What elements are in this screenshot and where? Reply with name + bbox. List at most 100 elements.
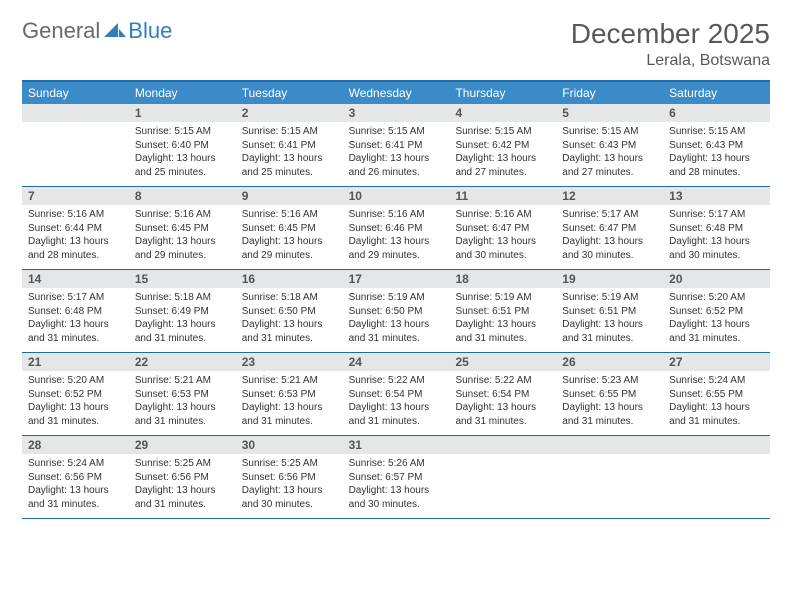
day-of-week-cell: Sunday: [22, 82, 129, 104]
day-cell: [22, 104, 129, 186]
day-body: Sunrise: 5:24 AMSunset: 6:56 PMDaylight:…: [22, 454, 129, 516]
sunset-line: Sunset: 6:56 PM: [135, 471, 230, 485]
sunrise-line: Sunrise: 5:16 AM: [28, 208, 123, 222]
day-number: 30: [236, 436, 343, 454]
day-of-week-cell: Friday: [556, 82, 663, 104]
day-body: [449, 454, 556, 462]
day-cell: 1Sunrise: 5:15 AMSunset: 6:40 PMDaylight…: [129, 104, 236, 186]
sunset-line: Sunset: 6:52 PM: [669, 305, 764, 319]
sunset-line: Sunset: 6:52 PM: [28, 388, 123, 402]
sunrise-line: Sunrise: 5:25 AM: [242, 457, 337, 471]
logo-text-blue: Blue: [128, 18, 172, 44]
day-number: 10: [343, 187, 450, 205]
week-row: 1Sunrise: 5:15 AMSunset: 6:40 PMDaylight…: [22, 104, 770, 187]
sunrise-line: Sunrise: 5:17 AM: [669, 208, 764, 222]
day-number: 17: [343, 270, 450, 288]
day-body: Sunrise: 5:15 AMSunset: 6:41 PMDaylight:…: [236, 122, 343, 184]
day-cell: 29Sunrise: 5:25 AMSunset: 6:56 PMDayligh…: [129, 436, 236, 518]
daylight-line: Daylight: 13 hours and 30 minutes.: [669, 235, 764, 262]
day-body: Sunrise: 5:15 AMSunset: 6:43 PMDaylight:…: [663, 122, 770, 184]
sunrise-line: Sunrise: 5:17 AM: [28, 291, 123, 305]
day-body: Sunrise: 5:16 AMSunset: 6:45 PMDaylight:…: [129, 205, 236, 267]
daylight-line: Daylight: 13 hours and 31 minutes.: [135, 484, 230, 511]
week-row: 21Sunrise: 5:20 AMSunset: 6:52 PMDayligh…: [22, 353, 770, 436]
day-body: Sunrise: 5:15 AMSunset: 6:41 PMDaylight:…: [343, 122, 450, 184]
day-number: 21: [22, 353, 129, 371]
day-cell: 2Sunrise: 5:15 AMSunset: 6:41 PMDaylight…: [236, 104, 343, 186]
day-number: 23: [236, 353, 343, 371]
daylight-line: Daylight: 13 hours and 28 minutes.: [28, 235, 123, 262]
daylight-line: Daylight: 13 hours and 28 minutes.: [669, 152, 764, 179]
day-cell: 20Sunrise: 5:20 AMSunset: 6:52 PMDayligh…: [663, 270, 770, 352]
day-of-week-cell: Tuesday: [236, 82, 343, 104]
day-of-week-cell: Thursday: [449, 82, 556, 104]
day-body: Sunrise: 5:23 AMSunset: 6:55 PMDaylight:…: [556, 371, 663, 433]
day-number: 29: [129, 436, 236, 454]
day-number: 27: [663, 353, 770, 371]
sunrise-line: Sunrise: 5:18 AM: [135, 291, 230, 305]
day-body: Sunrise: 5:22 AMSunset: 6:54 PMDaylight:…: [449, 371, 556, 433]
sunset-line: Sunset: 6:54 PM: [349, 388, 444, 402]
daylight-line: Daylight: 13 hours and 31 minutes.: [455, 401, 550, 428]
day-cell: 16Sunrise: 5:18 AMSunset: 6:50 PMDayligh…: [236, 270, 343, 352]
day-number: 4: [449, 104, 556, 122]
day-cell: [663, 436, 770, 518]
day-body: Sunrise: 5:15 AMSunset: 6:43 PMDaylight:…: [556, 122, 663, 184]
sunrise-line: Sunrise: 5:16 AM: [349, 208, 444, 222]
sunset-line: Sunset: 6:50 PM: [349, 305, 444, 319]
sunset-line: Sunset: 6:49 PM: [135, 305, 230, 319]
daylight-line: Daylight: 13 hours and 31 minutes.: [669, 318, 764, 345]
day-body: [22, 122, 129, 130]
sunrise-line: Sunrise: 5:23 AM: [562, 374, 657, 388]
day-cell: 7Sunrise: 5:16 AMSunset: 6:44 PMDaylight…: [22, 187, 129, 269]
daylight-line: Daylight: 13 hours and 31 minutes.: [562, 318, 657, 345]
sunset-line: Sunset: 6:41 PM: [349, 139, 444, 153]
day-body: Sunrise: 5:16 AMSunset: 6:46 PMDaylight:…: [343, 205, 450, 267]
day-cell: 10Sunrise: 5:16 AMSunset: 6:46 PMDayligh…: [343, 187, 450, 269]
day-body: Sunrise: 5:16 AMSunset: 6:44 PMDaylight:…: [22, 205, 129, 267]
day-body: [556, 454, 663, 462]
day-body: [663, 454, 770, 462]
day-number: 6: [663, 104, 770, 122]
sunset-line: Sunset: 6:45 PM: [242, 222, 337, 236]
daylight-line: Daylight: 13 hours and 29 minutes.: [242, 235, 337, 262]
daylight-line: Daylight: 13 hours and 31 minutes.: [28, 318, 123, 345]
sunset-line: Sunset: 6:47 PM: [455, 222, 550, 236]
day-body: Sunrise: 5:15 AMSunset: 6:40 PMDaylight:…: [129, 122, 236, 184]
day-number: 18: [449, 270, 556, 288]
sunrise-line: Sunrise: 5:15 AM: [242, 125, 337, 139]
daylight-line: Daylight: 13 hours and 31 minutes.: [455, 318, 550, 345]
daylight-line: Daylight: 13 hours and 30 minutes.: [242, 484, 337, 511]
daylight-line: Daylight: 13 hours and 25 minutes.: [242, 152, 337, 179]
location-label: Lerala, Botswana: [571, 52, 770, 70]
day-of-week-row: SundayMondayTuesdayWednesdayThursdayFrid…: [22, 82, 770, 104]
sunrise-line: Sunrise: 5:22 AM: [349, 374, 444, 388]
sunrise-line: Sunrise: 5:16 AM: [242, 208, 337, 222]
sunset-line: Sunset: 6:51 PM: [455, 305, 550, 319]
month-title: December 2025: [571, 18, 770, 50]
day-of-week-cell: Wednesday: [343, 82, 450, 104]
sunset-line: Sunset: 6:44 PM: [28, 222, 123, 236]
day-number: 2: [236, 104, 343, 122]
day-cell: 3Sunrise: 5:15 AMSunset: 6:41 PMDaylight…: [343, 104, 450, 186]
day-cell: 13Sunrise: 5:17 AMSunset: 6:48 PMDayligh…: [663, 187, 770, 269]
day-body: Sunrise: 5:22 AMSunset: 6:54 PMDaylight:…: [343, 371, 450, 433]
day-number: 24: [343, 353, 450, 371]
daylight-line: Daylight: 13 hours and 30 minutes.: [349, 484, 444, 511]
sunrise-line: Sunrise: 5:20 AM: [669, 291, 764, 305]
day-number: 1: [129, 104, 236, 122]
sunrise-line: Sunrise: 5:15 AM: [455, 125, 550, 139]
day-body: Sunrise: 5:21 AMSunset: 6:53 PMDaylight:…: [236, 371, 343, 433]
sunrise-line: Sunrise: 5:15 AM: [135, 125, 230, 139]
daylight-line: Daylight: 13 hours and 31 minutes.: [349, 401, 444, 428]
day-number: 19: [556, 270, 663, 288]
sunrise-line: Sunrise: 5:15 AM: [562, 125, 657, 139]
sunset-line: Sunset: 6:42 PM: [455, 139, 550, 153]
day-number: 22: [129, 353, 236, 371]
day-of-week-cell: Saturday: [663, 82, 770, 104]
sunset-line: Sunset: 6:55 PM: [669, 388, 764, 402]
day-cell: 15Sunrise: 5:18 AMSunset: 6:49 PMDayligh…: [129, 270, 236, 352]
day-body: Sunrise: 5:18 AMSunset: 6:49 PMDaylight:…: [129, 288, 236, 350]
sunrise-line: Sunrise: 5:21 AM: [242, 374, 337, 388]
daylight-line: Daylight: 13 hours and 30 minutes.: [455, 235, 550, 262]
